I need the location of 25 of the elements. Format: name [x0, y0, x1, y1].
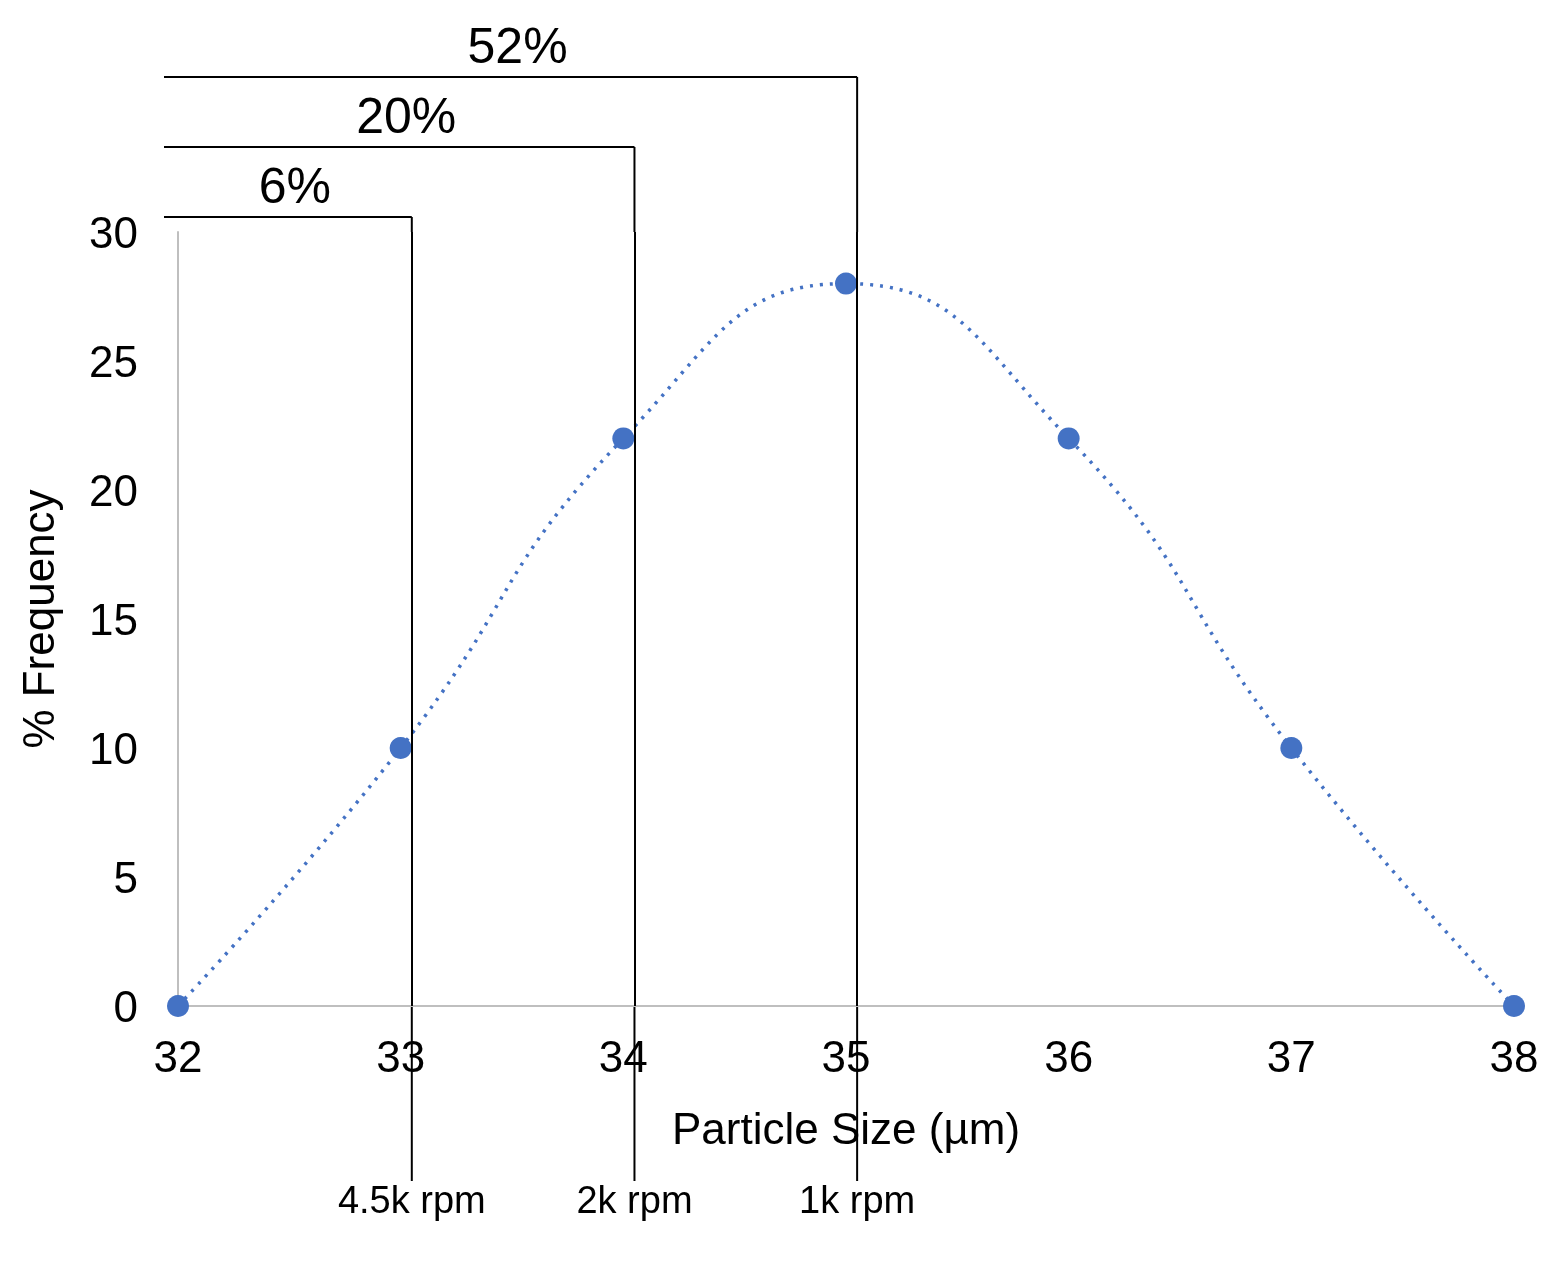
- ref-line-label: 2k rpm: [576, 1179, 693, 1221]
- ref-line-label: 4.5k rpm: [337, 1179, 486, 1221]
- y-tick-label: 5: [113, 852, 138, 902]
- y-axis-title: % Frequency: [13, 489, 63, 749]
- x-tick-label: 36: [1044, 1031, 1094, 1081]
- point: [389, 737, 412, 759]
- point: [1057, 427, 1080, 450]
- y-tick-label: 0: [113, 981, 138, 1031]
- ref-line-label: 1k rpm: [799, 1179, 916, 1221]
- point: [167, 995, 189, 1017]
- y-tick-label: 20: [89, 465, 138, 515]
- x-tick-label: 38: [1489, 1031, 1539, 1081]
- y-tick-label: 10: [89, 723, 138, 773]
- y-tick-label: 15: [89, 594, 138, 644]
- y-tick-label: 30: [89, 207, 138, 257]
- point: [1280, 737, 1303, 759]
- point: [612, 427, 635, 450]
- y-tick-label: 25: [89, 336, 138, 386]
- point: [835, 272, 857, 295]
- text: 6%: [258, 158, 332, 214]
- x-tick-label: 32: [153, 1031, 203, 1081]
- x-tick-label: 37: [1266, 1031, 1316, 1081]
- text: 20%: [356, 88, 457, 144]
- text: 52%: [467, 18, 568, 74]
- point: [1503, 995, 1525, 1017]
